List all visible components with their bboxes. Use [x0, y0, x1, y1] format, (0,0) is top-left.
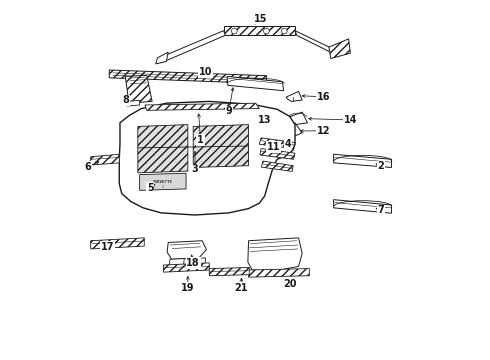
Polygon shape — [193, 125, 248, 167]
Text: 9: 9 — [225, 107, 232, 116]
Text: 1: 1 — [197, 135, 204, 145]
Polygon shape — [125, 75, 152, 103]
Polygon shape — [334, 154, 392, 167]
Polygon shape — [295, 31, 333, 53]
Circle shape — [264, 28, 270, 34]
Text: 14: 14 — [343, 115, 357, 125]
Polygon shape — [91, 238, 144, 249]
Polygon shape — [329, 39, 350, 59]
Text: 7: 7 — [377, 205, 384, 215]
Polygon shape — [334, 200, 392, 213]
Polygon shape — [140, 173, 186, 190]
Text: 2: 2 — [377, 161, 384, 171]
Text: CORVETTE: CORVETTE — [153, 180, 173, 184]
Polygon shape — [248, 114, 262, 125]
Polygon shape — [270, 123, 302, 139]
Text: 6: 6 — [84, 162, 91, 172]
Circle shape — [281, 28, 287, 34]
Polygon shape — [145, 103, 259, 111]
Polygon shape — [169, 258, 184, 266]
Polygon shape — [227, 76, 284, 91]
Text: 20: 20 — [283, 279, 296, 289]
Text: 10: 10 — [199, 67, 213, 77]
Text: 11: 11 — [267, 142, 280, 152]
Text: 13: 13 — [258, 115, 271, 125]
Circle shape — [231, 28, 237, 34]
Polygon shape — [260, 149, 295, 159]
Polygon shape — [248, 269, 309, 277]
Polygon shape — [119, 102, 295, 215]
Text: 15: 15 — [254, 14, 268, 23]
Text: 16: 16 — [317, 92, 330, 102]
Text: 8: 8 — [122, 95, 129, 105]
Polygon shape — [287, 112, 308, 125]
Text: 12: 12 — [317, 126, 330, 136]
Polygon shape — [164, 263, 209, 272]
Polygon shape — [91, 154, 119, 165]
Text: 18: 18 — [186, 258, 200, 268]
Polygon shape — [209, 267, 249, 276]
Polygon shape — [109, 70, 267, 84]
Polygon shape — [156, 52, 168, 64]
Text: 3: 3 — [192, 164, 198, 174]
Polygon shape — [167, 241, 206, 259]
Polygon shape — [223, 26, 295, 35]
Text: 21: 21 — [235, 283, 248, 293]
Polygon shape — [127, 100, 140, 106]
Polygon shape — [259, 138, 295, 149]
Polygon shape — [248, 238, 302, 271]
Text: 5: 5 — [147, 183, 154, 193]
Polygon shape — [192, 258, 206, 265]
Text: 19: 19 — [181, 283, 195, 293]
Polygon shape — [286, 91, 302, 102]
Text: I: I — [162, 185, 164, 189]
Text: 17: 17 — [101, 242, 114, 252]
Text: 4: 4 — [285, 139, 291, 149]
Polygon shape — [159, 31, 225, 63]
Polygon shape — [138, 125, 188, 173]
Polygon shape — [262, 161, 293, 171]
